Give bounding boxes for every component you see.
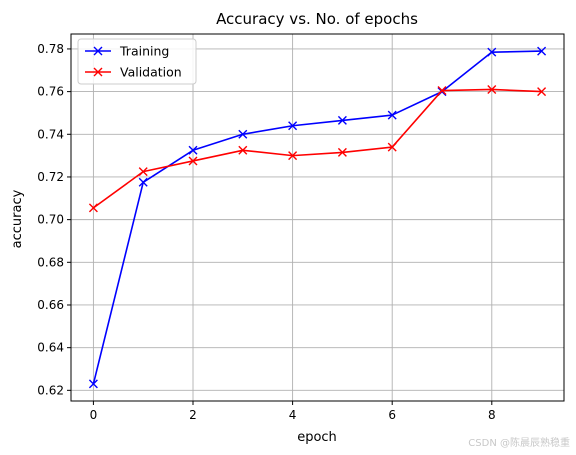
y-axis-ticks: 0.62 0.64 0.66 0.68 0.70 0.72 0.74 0.76 0.78: [37, 42, 71, 397]
training-point: [88, 379, 98, 389]
validation-series: [88, 84, 547, 213]
validation-point: [188, 156, 198, 166]
y-tick-label: 0.76: [37, 85, 64, 99]
training-point: [487, 47, 497, 57]
x-axis-ticks: 0 2 4 6 8: [90, 401, 496, 422]
validation-point: [387, 142, 397, 152]
validation-point: [288, 151, 298, 161]
x-tick-label: 6: [388, 408, 396, 422]
y-tick-label: 0.66: [37, 298, 64, 312]
validation-point: [88, 203, 98, 213]
training-point: [238, 129, 248, 139]
y-tick-label: 0.68: [37, 255, 64, 269]
validation-point: [337, 147, 347, 157]
validation-point: [487, 84, 497, 94]
legend-training-marker: [93, 46, 103, 56]
training-point: [337, 115, 347, 125]
legend: Training Validation: [77, 38, 197, 85]
validation-point: [537, 87, 547, 97]
x-tick-label: 4: [289, 408, 297, 422]
validation-point: [437, 86, 447, 96]
training-point: [188, 145, 198, 155]
grid: [71, 34, 564, 401]
legend-validation-marker: [93, 67, 103, 77]
chart-title: Accuracy vs. No. of epochs: [216, 10, 418, 28]
x-axis-label: epoch: [297, 430, 337, 445]
plot-frame: [70, 33, 565, 402]
y-tick-label: 0.72: [37, 170, 64, 184]
y-tick-label: 0.70: [37, 213, 64, 227]
x-tick-label: 8: [488, 408, 496, 422]
training-point: [288, 121, 298, 131]
legend-training-label: Training: [119, 44, 169, 59]
y-tick-label: 0.62: [37, 383, 64, 397]
validation-point: [238, 145, 248, 155]
x-tick-label: 0: [90, 408, 98, 422]
y-tick-label: 0.64: [37, 341, 64, 355]
training-point: [387, 110, 397, 120]
x-tick-label: 2: [189, 408, 197, 422]
training-point: [138, 177, 148, 187]
validation-point: [138, 167, 148, 177]
y-axis-label: accuracy: [10, 189, 25, 248]
legend-validation-label: Validation: [120, 65, 182, 80]
y-tick-label: 0.74: [37, 127, 64, 141]
series-layer: [88, 46, 547, 389]
watermark-text: CSDN @陈晨辰熟稳重: [468, 438, 570, 449]
training-point: [537, 46, 547, 56]
validation-line: [92, 88, 542, 209]
y-tick-label: 0.78: [37, 42, 64, 56]
